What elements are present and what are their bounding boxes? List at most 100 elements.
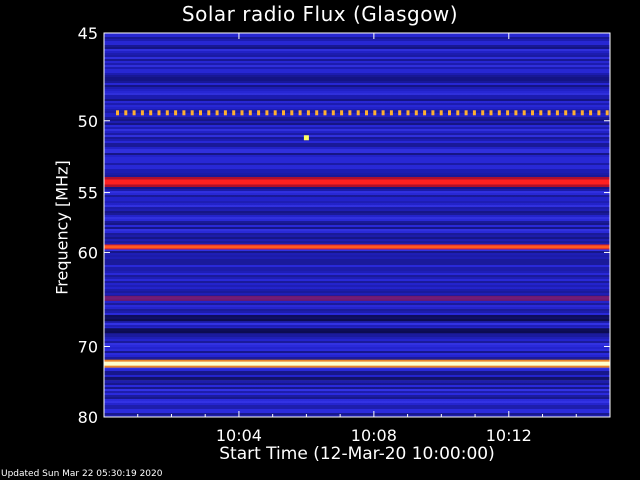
interference-dot bbox=[439, 110, 443, 116]
spectrum-row bbox=[104, 301, 610, 303]
spectrum-row bbox=[104, 275, 610, 277]
spectrum-row bbox=[104, 345, 610, 347]
emission-band bbox=[104, 245, 610, 249]
spectrum-row bbox=[104, 213, 610, 215]
x-tick-label: 10:12 bbox=[486, 426, 532, 445]
spectrum-row bbox=[104, 73, 610, 75]
spectrum-row bbox=[104, 79, 610, 81]
interference-dot bbox=[165, 110, 169, 116]
spectrum-row bbox=[104, 191, 610, 193]
interference-dot bbox=[232, 110, 236, 116]
spectrum-row bbox=[104, 339, 610, 341]
spectrum-row bbox=[104, 119, 610, 121]
y-tick-label: 60 bbox=[78, 243, 98, 262]
spectrum-row bbox=[104, 193, 610, 195]
spectrum-row bbox=[104, 259, 610, 261]
spectrum-row bbox=[104, 77, 610, 79]
spectrum-row bbox=[104, 269, 610, 271]
y-axis: 45 50 55 60 70 80 bbox=[78, 24, 610, 427]
spectrum-row bbox=[104, 369, 610, 371]
plot-frame bbox=[103, 32, 611, 418]
spectrum-row bbox=[104, 133, 610, 135]
spectrum-row bbox=[104, 289, 610, 291]
spectrum-row bbox=[104, 381, 610, 383]
spectrum-row bbox=[104, 163, 610, 165]
x-axis: 10:04 10:08 10:12 bbox=[137, 33, 577, 445]
interference-dot bbox=[423, 110, 427, 116]
interference-dot bbox=[381, 110, 385, 116]
interference-dot bbox=[248, 110, 252, 116]
spectrum-row bbox=[104, 51, 610, 53]
spectrum-row bbox=[104, 47, 610, 49]
interference-dot bbox=[497, 110, 501, 116]
dark-band bbox=[104, 314, 610, 322]
spectrum-row bbox=[104, 403, 610, 405]
interference-dot bbox=[132, 110, 136, 116]
spectrum-row bbox=[104, 239, 610, 241]
interference-dot bbox=[199, 110, 202, 116]
dark-band bbox=[104, 376, 610, 381]
interference-dot bbox=[414, 110, 418, 116]
interference-dot bbox=[506, 110, 510, 116]
emission-band bbox=[104, 295, 610, 301]
spectrum-row bbox=[104, 169, 610, 171]
spectrum-row bbox=[104, 407, 610, 409]
y-tick-label: 50 bbox=[78, 112, 98, 131]
spectrum-row bbox=[104, 71, 610, 73]
spectrum-row bbox=[104, 33, 610, 35]
spectrum-row bbox=[104, 105, 610, 107]
spectrum-row bbox=[104, 203, 610, 205]
spectrum-row bbox=[104, 159, 610, 161]
spectrum-row bbox=[104, 199, 610, 201]
spectrum-row bbox=[104, 115, 610, 117]
interference-dot bbox=[174, 110, 178, 116]
spectrum-row bbox=[104, 293, 610, 295]
spectrum-row bbox=[104, 117, 610, 119]
x-axis-label: Start Time (12-Mar-20 10:00:00) bbox=[219, 444, 495, 464]
spectrum-row bbox=[104, 287, 610, 289]
interference-dot bbox=[140, 110, 144, 116]
spectrum-row bbox=[104, 107, 610, 109]
spectrum-row bbox=[104, 251, 610, 253]
spectrum-row bbox=[104, 93, 610, 95]
interference-dot bbox=[406, 110, 410, 116]
interference-dot bbox=[365, 110, 368, 116]
spectrum-row bbox=[104, 225, 610, 227]
interference-dot bbox=[605, 110, 609, 116]
spectrum-row bbox=[104, 61, 610, 63]
spectrum-row bbox=[104, 171, 610, 173]
interference-dot bbox=[373, 110, 377, 116]
spectrum-row bbox=[104, 283, 610, 285]
spectrum-row bbox=[104, 285, 610, 287]
spectrum-row bbox=[104, 221, 610, 223]
spectrum-row bbox=[104, 149, 610, 151]
interference-dot bbox=[306, 110, 310, 116]
spectrum-row bbox=[104, 303, 610, 305]
spectrum-row bbox=[104, 143, 610, 145]
interference-dot bbox=[472, 110, 476, 116]
spectrum-row bbox=[104, 141, 610, 143]
interference-dot bbox=[389, 110, 393, 116]
spectrum-row bbox=[104, 395, 610, 397]
spectrum-row bbox=[104, 89, 610, 91]
spectrum-row bbox=[104, 367, 610, 369]
spectrum-row bbox=[104, 253, 610, 255]
spectrum-row bbox=[104, 59, 610, 61]
spectrum-row bbox=[104, 57, 610, 59]
spectrum-row bbox=[104, 69, 610, 71]
interference-dot bbox=[481, 110, 485, 116]
interference-dot bbox=[448, 110, 451, 116]
spectrum-row bbox=[104, 279, 610, 281]
spectrum-row bbox=[104, 49, 610, 51]
interference-dot bbox=[298, 110, 302, 116]
spectrum-row bbox=[104, 411, 610, 413]
spectrum-row bbox=[104, 109, 610, 111]
chart-title: Solar radio Flux (Glasgow) bbox=[181, 2, 459, 26]
spectrum-row bbox=[104, 87, 610, 89]
spectrum-row bbox=[104, 263, 610, 265]
spectrum-row bbox=[104, 415, 610, 417]
interference-dot bbox=[223, 110, 227, 116]
spectrum-row bbox=[104, 333, 610, 335]
spectrum-row bbox=[104, 125, 610, 127]
